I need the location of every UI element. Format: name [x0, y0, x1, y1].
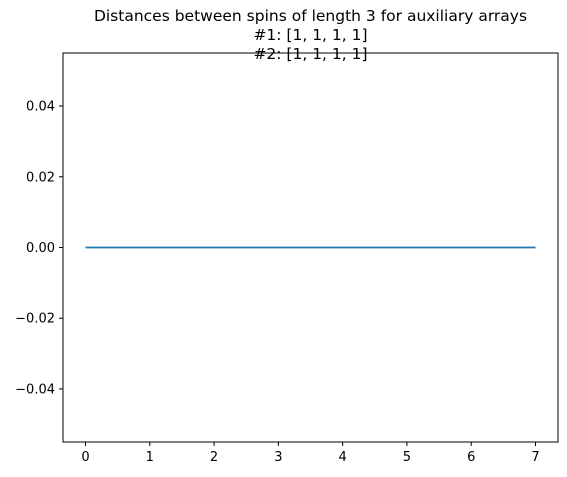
- title-line-2: #1: [1, 1, 1, 1]: [253, 26, 367, 44]
- x-tick-label: 1: [146, 450, 154, 465]
- y-tick-label: 0.04: [26, 100, 55, 115]
- x-tick-label: 0: [81, 450, 89, 465]
- y-tick-label: −0.02: [15, 312, 55, 327]
- x-tick-label: 7: [531, 450, 539, 465]
- x-tick-label: 4: [339, 450, 347, 465]
- y-tick-label: 0.00: [26, 241, 55, 256]
- x-tick-label: 5: [403, 450, 411, 465]
- x-tick-label: 2: [210, 450, 218, 465]
- y-axis: −0.04 −0.02 0.00 0.02 0.04: [15, 100, 63, 397]
- y-tick-label: 0.02: [26, 170, 55, 185]
- x-tick-label: 3: [274, 450, 282, 465]
- chart-title: Distances between spins of length 3 for …: [94, 7, 527, 63]
- title-line-3: #2: [1, 1, 1, 1]: [253, 45, 367, 63]
- title-line-1: Distances between spins of length 3 for …: [94, 7, 527, 25]
- y-tick-label: −0.04: [15, 382, 55, 397]
- x-axis: 0 1 2 3 4 5 6 7: [81, 442, 540, 465]
- x-tick-label: 6: [467, 450, 475, 465]
- axes-frame: [62, 52, 559, 443]
